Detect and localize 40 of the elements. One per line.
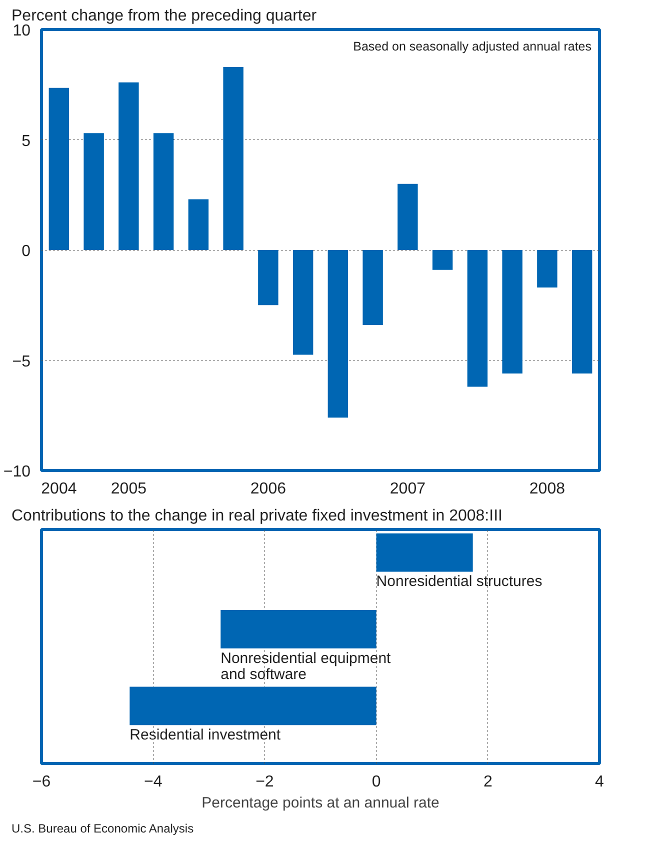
y-tick-label: 5 <box>22 132 31 150</box>
x-tick-label: 2006 <box>250 480 286 498</box>
y-tick-label: 10 <box>12 22 31 40</box>
y-tick-label: Nonresidential structures <box>376 573 542 590</box>
x-tick-label: −4 <box>144 774 162 790</box>
bar <box>362 250 383 325</box>
x-tick-label: 0 <box>372 774 381 790</box>
x-tick-label: −6 <box>32 774 51 790</box>
x-tick-label: 2 <box>483 774 492 790</box>
x-tick-label: 4 <box>595 774 604 790</box>
x-tick-label: −2 <box>256 774 274 790</box>
bar <box>48 88 70 250</box>
x-tick-label: 2004 <box>41 480 77 498</box>
text: U.S. Bureau of Economic Analysis <box>12 822 194 836</box>
bar <box>292 250 314 355</box>
bar <box>258 250 278 306</box>
bar <box>118 82 139 250</box>
bar <box>502 250 522 374</box>
y-tick-label: Residential investment <box>130 726 282 744</box>
chart-title: Percent change from the preceding quarter <box>12 8 318 24</box>
y-tick-label: 0 <box>22 243 31 260</box>
bar <box>398 184 418 250</box>
bar <box>467 250 488 387</box>
y-tick-label: −5 <box>12 353 31 370</box>
bar <box>328 250 348 418</box>
bar <box>537 250 558 288</box>
bar <box>223 66 244 250</box>
y-tick-label: Nonresidential equipment and software <box>220 650 392 684</box>
bar <box>84 133 104 250</box>
chart-title: Contributions to the change in real private fixed investment in 2008:III <box>12 508 502 524</box>
bar <box>188 199 209 250</box>
x-tick-label: 2005 <box>110 480 147 498</box>
bar <box>572 250 592 374</box>
x-axis-title: Percentage points at an annual rate <box>202 794 440 812</box>
y-tick-label: −10 <box>3 464 31 480</box>
x-tick-label: 2007 <box>390 480 426 498</box>
annotation: Based on seasonally adjusted annual rates <box>353 40 592 54</box>
bar <box>432 250 453 270</box>
x-tick-label: 2008 <box>529 480 566 498</box>
bar <box>153 133 174 250</box>
